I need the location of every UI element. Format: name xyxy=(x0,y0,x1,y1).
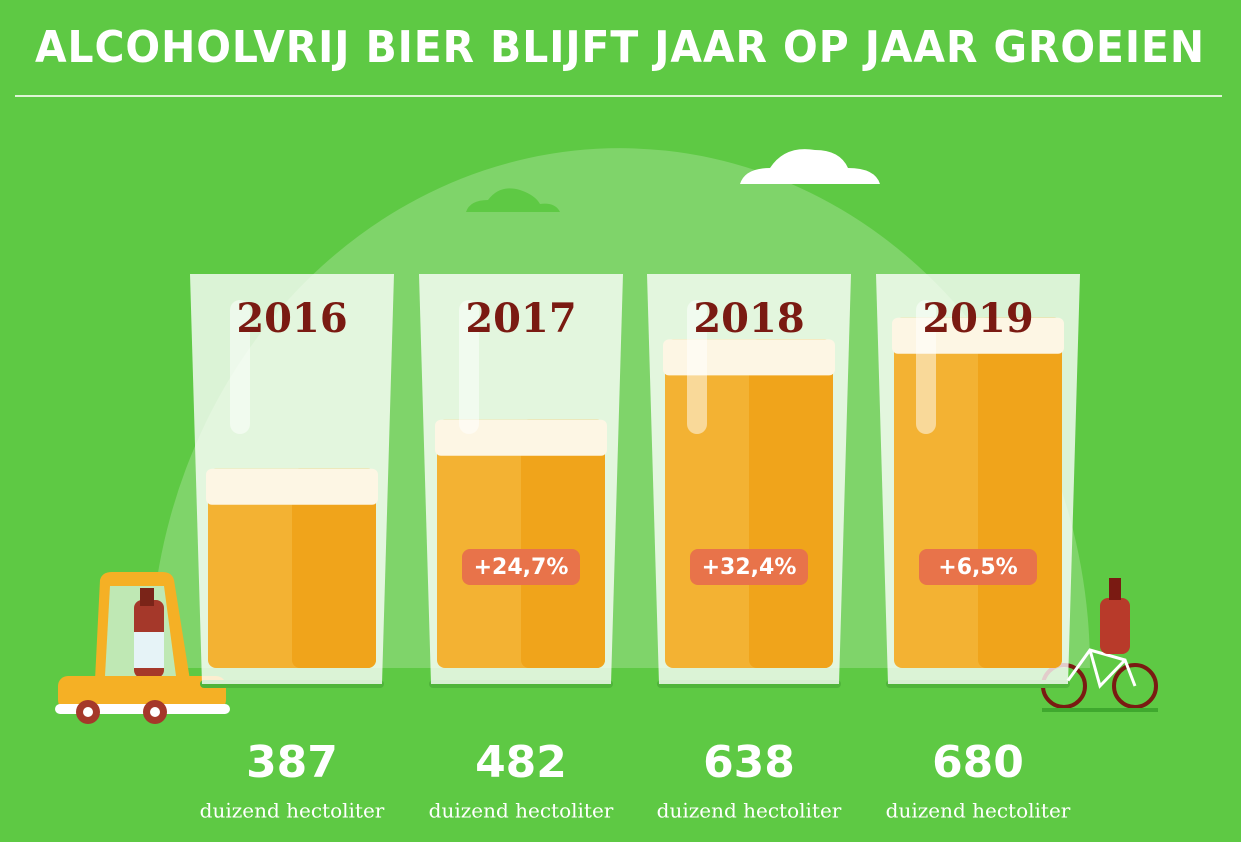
beer-shade xyxy=(978,317,1062,668)
growth-label: +24,7% xyxy=(474,555,569,580)
year-label: 2017 xyxy=(465,295,576,342)
beer-shade xyxy=(521,419,605,668)
growth-pill xyxy=(919,549,1037,585)
beer-shade xyxy=(749,339,833,668)
year-label: 2018 xyxy=(693,295,804,342)
value-label: 387 xyxy=(246,737,338,788)
growth-label: +32,4% xyxy=(702,555,797,580)
car xyxy=(55,572,230,724)
glass-highlight xyxy=(459,300,479,434)
chart-title: ALCOHOLVRIJ BIER BLIJFT JAAR OP JAAR GRO… xyxy=(35,22,1205,73)
foam xyxy=(435,419,607,456)
unit-label: duizend hectoliter xyxy=(657,799,842,823)
cloud xyxy=(740,149,880,184)
cloud xyxy=(466,188,560,212)
beer-shade xyxy=(292,468,376,668)
glass-highlight xyxy=(916,300,936,434)
growth-pill xyxy=(462,549,580,585)
year-label: 2016 xyxy=(236,295,347,342)
foam xyxy=(206,468,378,505)
year-label: 2019 xyxy=(922,295,1033,342)
growth-pill xyxy=(690,549,808,585)
value-label: 680 xyxy=(932,737,1024,788)
unit-label: duizend hectoliter xyxy=(200,799,385,823)
unit-label: duizend hectoliter xyxy=(886,799,1071,823)
value-label: 638 xyxy=(703,737,795,788)
growth-label: +6,5% xyxy=(938,555,1017,580)
glass-highlight xyxy=(687,300,707,434)
value-label: 482 xyxy=(475,737,567,788)
unit-label: duizend hectoliter xyxy=(429,799,614,823)
glass-highlight xyxy=(230,300,250,434)
